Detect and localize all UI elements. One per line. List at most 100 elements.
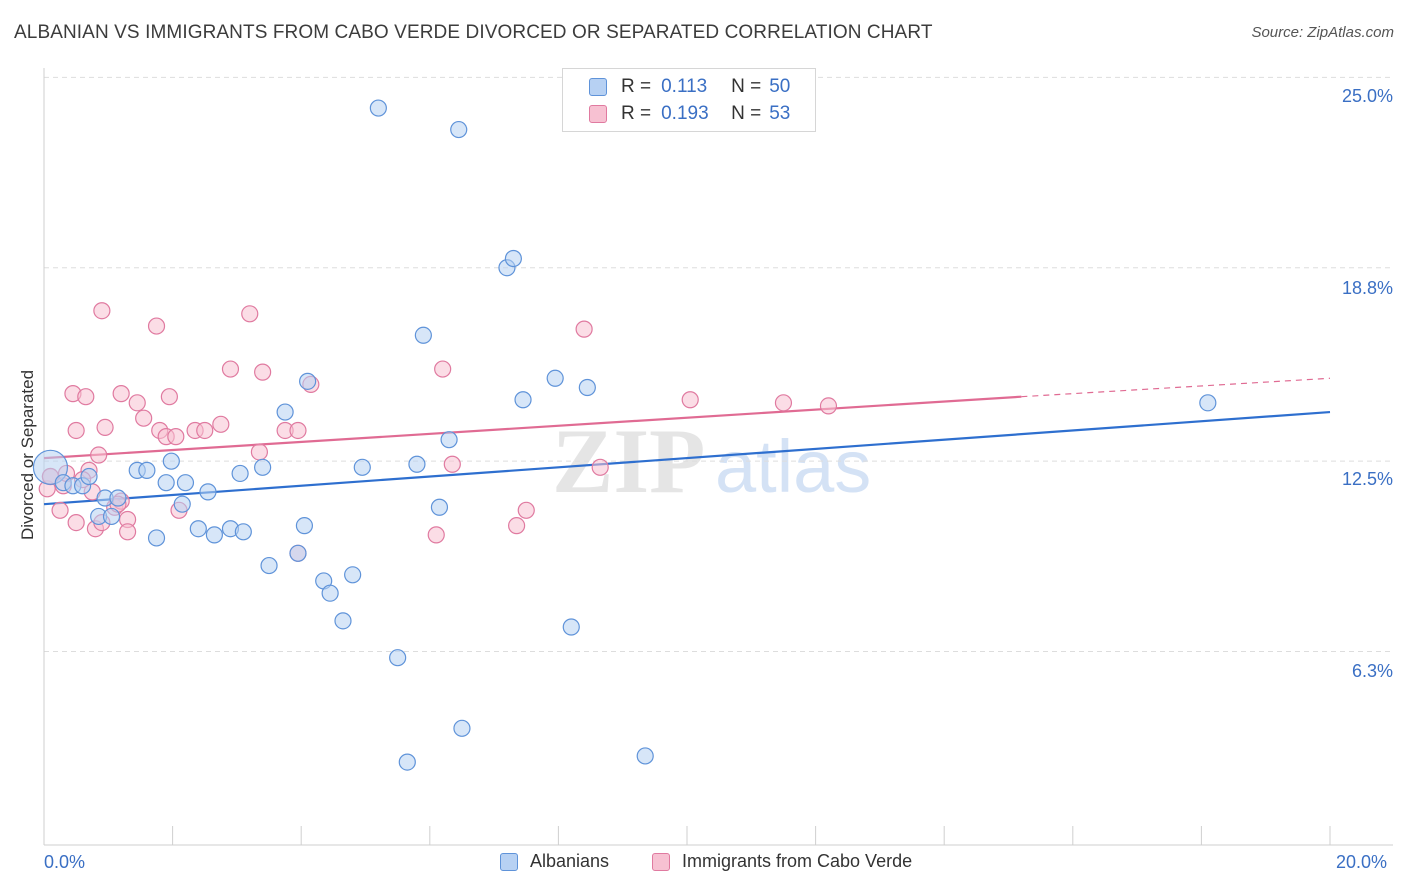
point-cabo-verde (128, 394, 146, 412)
point-cabo-verde (51, 501, 69, 519)
point-albanians (80, 467, 98, 486)
point-cabo-verde (575, 320, 593, 338)
point-cabo-verde (427, 526, 445, 544)
point-albanians (276, 403, 294, 421)
point-albanians (504, 249, 522, 268)
point-albanians (414, 326, 432, 344)
legend-r-label: R = (621, 76, 652, 97)
point-albanians (289, 544, 307, 562)
bottom-legend-label: Immigrants from Cabo Verde (682, 851, 913, 871)
point-cabo-verde (221, 360, 240, 378)
point-cabo-verde (819, 397, 838, 415)
point-albanians (408, 455, 426, 473)
point-cabo-verde (241, 305, 259, 323)
trend-lines (43, 377, 1331, 506)
x-tick-label-max: 20.0% (1336, 852, 1388, 872)
point-albanians (234, 523, 252, 541)
legend-n-label: N = (731, 76, 762, 97)
point-albanians (514, 391, 532, 409)
bottom-legend-swatch-pink (652, 852, 670, 871)
point-cabo-verde (517, 501, 535, 519)
legend-swatch-blue (589, 78, 607, 96)
point-cabo-verde (160, 388, 178, 406)
point-albanians (578, 378, 596, 397)
point-albanians (176, 474, 195, 492)
point-cabo-verde (289, 421, 307, 440)
point-albanians (562, 618, 580, 636)
point-cabo-verde (443, 455, 461, 473)
point-albanians (389, 649, 407, 667)
point-albanians (369, 99, 387, 117)
point-albanians (173, 495, 191, 513)
point-cabo-verde (118, 523, 137, 541)
point-cabo-verde (250, 443, 269, 461)
y-tick-label-18-8: 18.8% (1341, 278, 1393, 298)
legend-n-label: N = (731, 103, 762, 124)
point-albanians (205, 526, 223, 544)
legend-r-label: R = (621, 103, 652, 124)
point-cabo-verde (434, 360, 452, 378)
point-cabo-verde (774, 394, 793, 412)
point-albanians (440, 431, 458, 449)
data-points (32, 99, 1217, 771)
point-cabo-verde (93, 302, 111, 320)
point-cabo-verde (254, 363, 272, 381)
point-albanians (162, 452, 180, 470)
gridlines (44, 76, 1393, 653)
point-cabo-verde (196, 421, 214, 440)
point-cabo-verde (96, 418, 114, 436)
point-albanians (398, 753, 416, 771)
point-cabo-verde (147, 317, 166, 335)
point-cabo-verde (212, 415, 230, 433)
point-albanians (321, 584, 339, 602)
legend-n-value: 53 (769, 103, 791, 124)
point-albanians (109, 489, 127, 507)
legend-n-value: 50 (769, 76, 791, 97)
point-albanians (254, 458, 272, 476)
point-albanians (147, 529, 166, 547)
point-albanians (295, 517, 314, 535)
legend-row-cabo-verde: R = 0.193 N = 53 (589, 102, 790, 126)
point-albanians (546, 369, 564, 387)
trend-line-cabo-verde (43, 395, 1022, 460)
bottom-legend-label: Albanians (530, 851, 610, 871)
bottom-legend-cabo-verde: Immigrants from Cabo Verde (652, 851, 912, 872)
point-albanians (102, 507, 121, 526)
y-tick-label-25: 25.0% (1341, 86, 1393, 106)
point-albanians (636, 747, 654, 765)
point-albanians (353, 458, 371, 476)
trend-line-cabo-verde-extension (1021, 377, 1331, 398)
legend-r-value: 0.113 (661, 76, 708, 97)
source-label: Source: ZipAtlas.com (1251, 24, 1394, 41)
point-albanians (199, 483, 217, 501)
point-albanians (138, 461, 156, 479)
point-cabo-verde (135, 409, 153, 427)
point-albanians (231, 464, 249, 483)
x-tick-label-min: 0.0% (44, 852, 86, 872)
point-albanians (189, 520, 207, 538)
point-albanians (334, 612, 352, 630)
point-albanians (344, 566, 362, 584)
y-tick-label-6-3: 6.3% (1351, 661, 1393, 681)
bottom-legend-albanians: Albanians (500, 851, 609, 872)
y-tick-label-12-5: 12.5% (1341, 469, 1393, 489)
bottom-legend-swatch-blue (500, 852, 518, 871)
point-albanians (260, 556, 278, 575)
point-albanians (453, 719, 471, 737)
point-cabo-verde (167, 428, 185, 446)
point-cabo-verde (508, 517, 526, 535)
point-cabo-verde (67, 421, 85, 440)
point-albanians (157, 474, 175, 492)
point-cabo-verde (67, 513, 85, 532)
point-albanians (1199, 394, 1217, 412)
legend-r-value: 0.193 (661, 103, 709, 124)
point-cabo-verde (77, 388, 95, 406)
point-cabo-verde (112, 385, 130, 403)
legend-swatch-pink (589, 105, 607, 123)
correlation-legend: R = 0.113 N = 50 R = 0.193 N = 53 (562, 68, 816, 132)
point-albanians (299, 372, 317, 390)
legend-row-albanians: R = 0.113 N = 50 (589, 75, 790, 99)
trend-line-albanians (43, 410, 1331, 506)
watermark-atlas: atlas (715, 425, 871, 508)
